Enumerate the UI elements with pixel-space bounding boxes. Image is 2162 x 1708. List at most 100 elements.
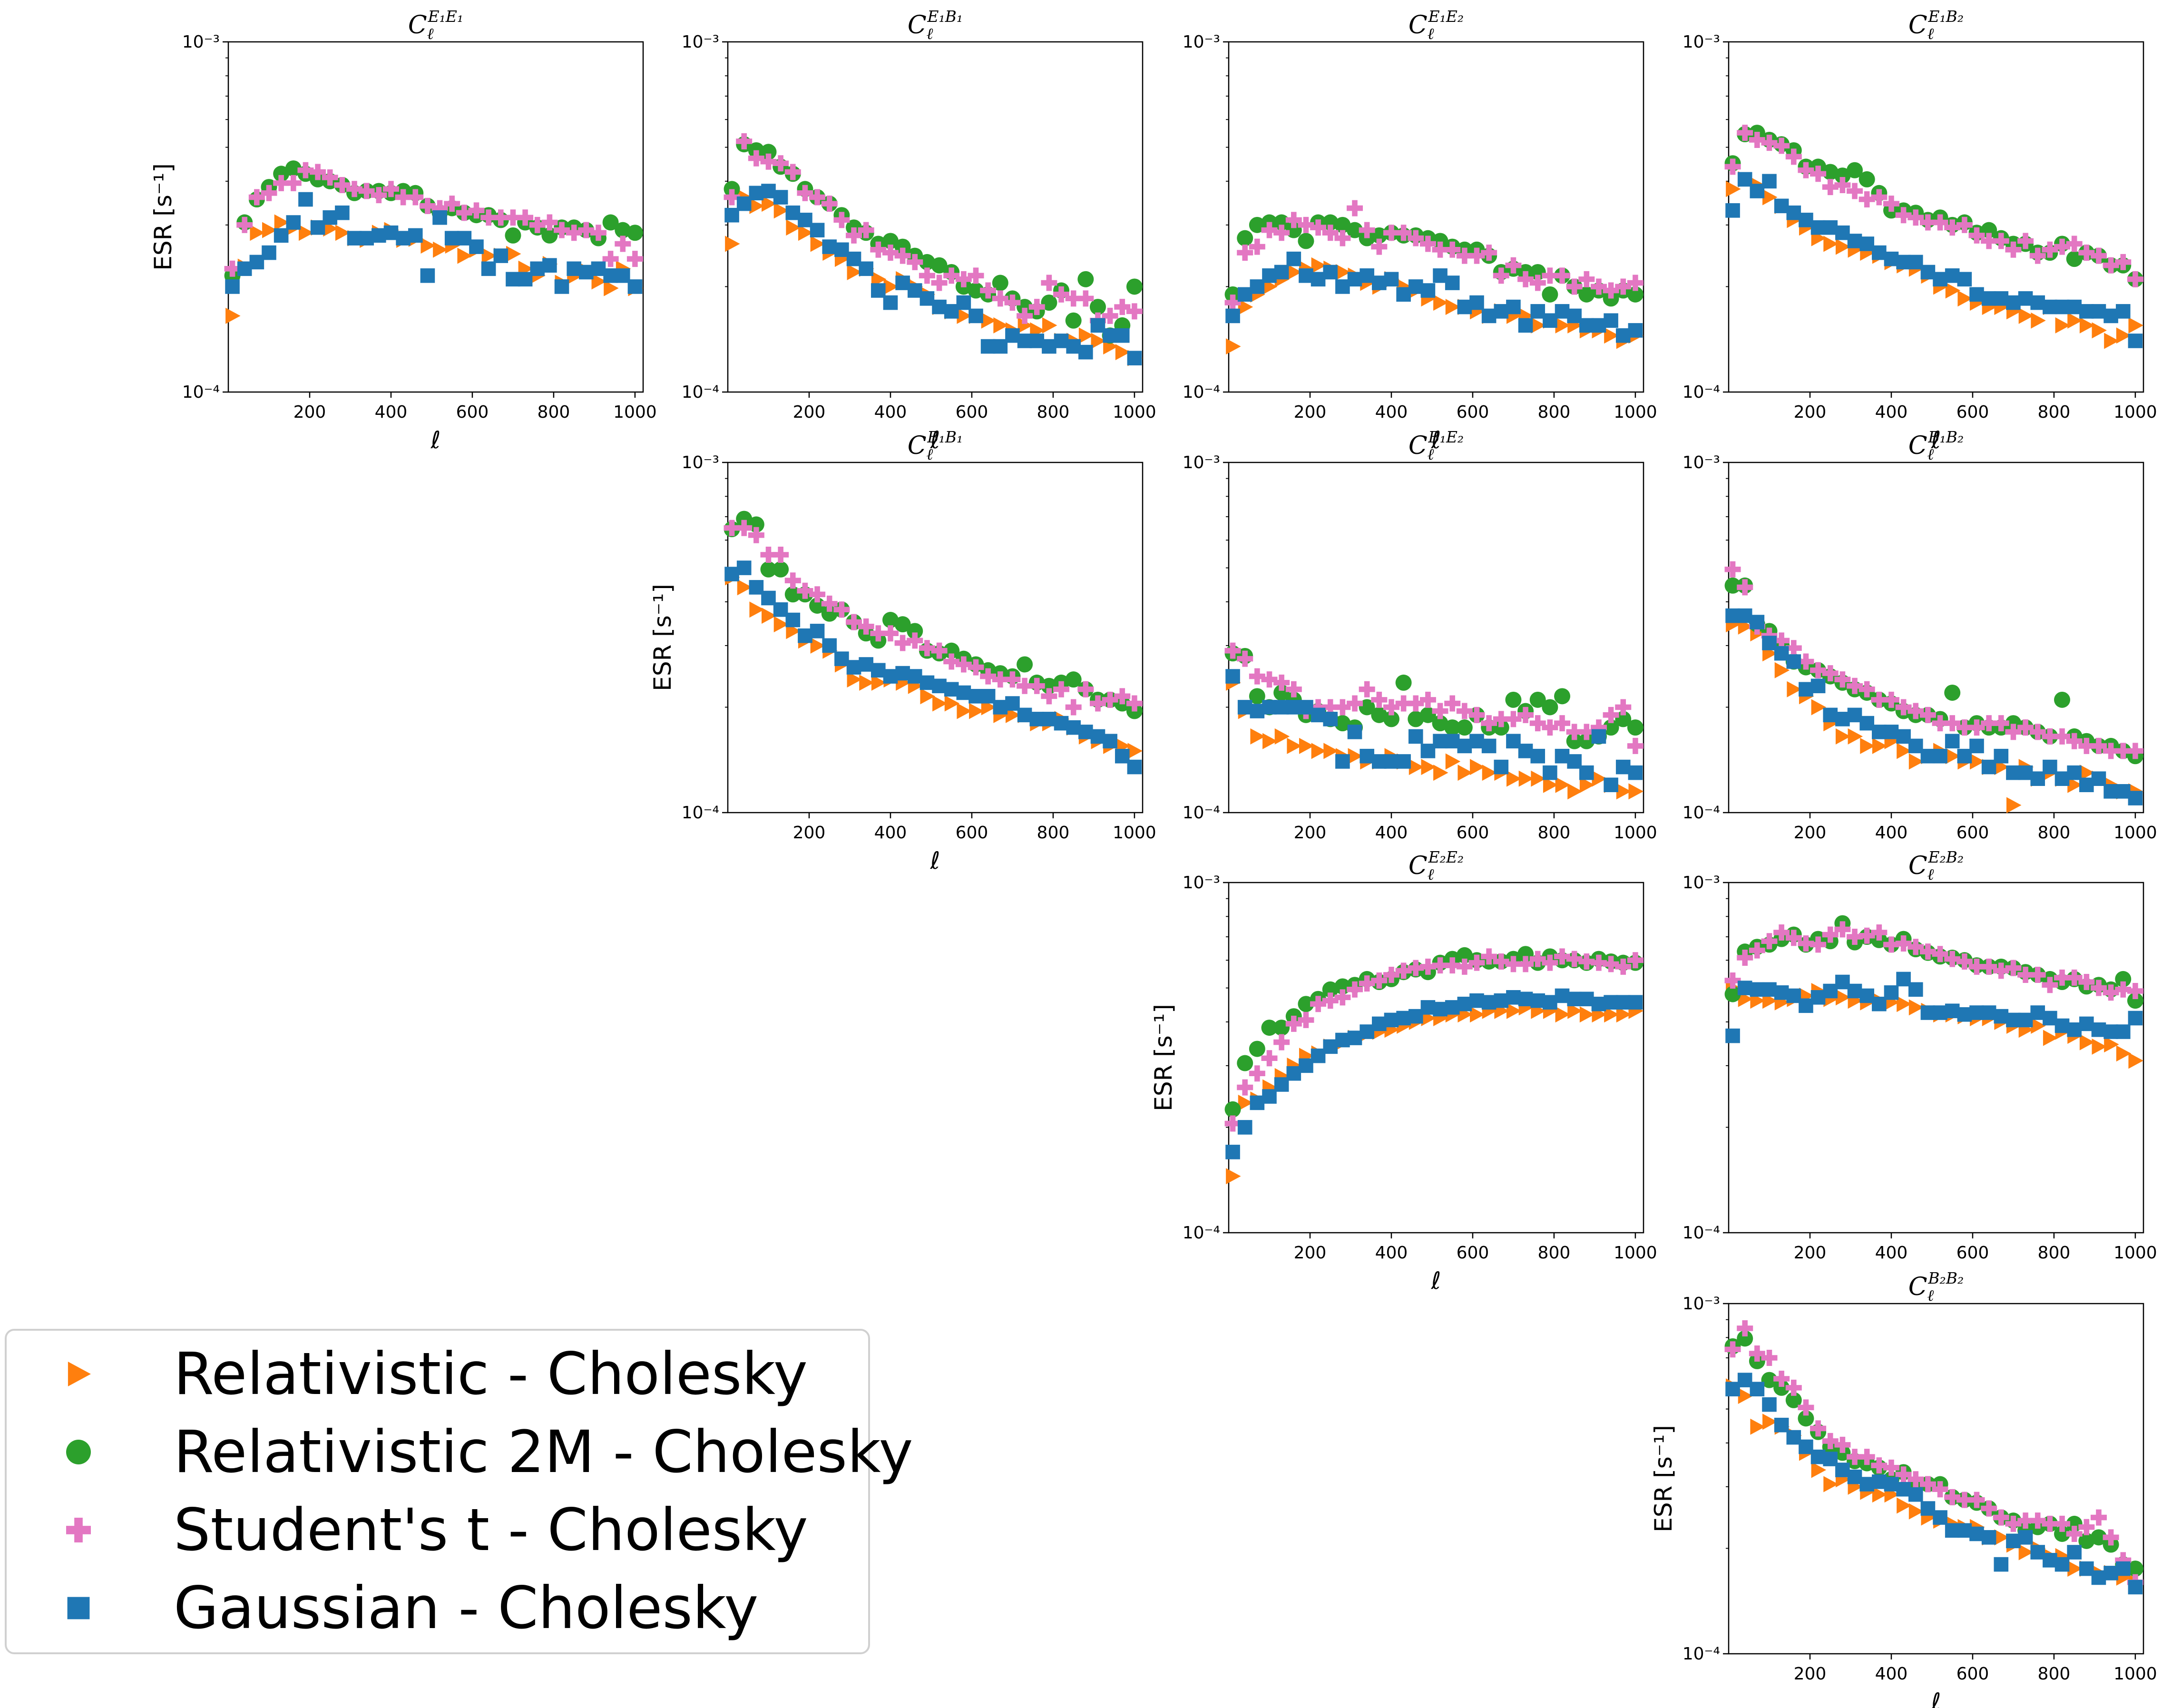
data-point-relativistic-2m-cholesky	[1627, 719, 1644, 736]
data-point-gaussian-cholesky	[627, 279, 643, 294]
data-point-student-s-t-cholesky	[2066, 236, 2083, 252]
data-point-gaussian-cholesky	[1469, 295, 1484, 310]
data-point-gaussian-cholesky	[1506, 990, 1521, 1005]
x-tick-label: 600	[1957, 1243, 1989, 1263]
data-point-gaussian-cholesky	[1360, 748, 1374, 764]
data-point-gaussian-cholesky	[1579, 765, 1594, 780]
data-point-student-s-t-cholesky	[1834, 921, 1851, 938]
data-point-gaussian-cholesky	[1737, 608, 1752, 623]
data-point-student-s-t-cholesky	[1908, 1471, 1924, 1488]
data-point-gaussian-cholesky	[1591, 996, 1606, 1011]
data-point-student-s-t-cholesky	[894, 635, 911, 651]
data-point-relativistic-2m-cholesky	[1347, 222, 1363, 238]
data-point-student-s-t-cholesky	[1322, 225, 1339, 241]
data-point-relativistic-cholesky	[2079, 765, 2095, 781]
data-point-gaussian-cholesky	[2043, 1011, 2057, 1026]
legend-item-student-s-t-cholesky: Student's t - Cholesky	[66, 1496, 808, 1564]
data-point-student-s-t-cholesky	[2017, 967, 2034, 983]
data-point-gaussian-cholesky	[1017, 707, 1032, 723]
data-point-gaussian-cholesky	[1945, 268, 1960, 283]
x-tick-label: 1000	[613, 402, 657, 422]
data-point-student-s-t-cholesky	[1968, 719, 1985, 736]
data-point-relativistic-cholesky	[1762, 189, 1778, 206]
series-gaussian-cholesky	[1725, 972, 2143, 1043]
data-point-gaussian-cholesky	[1750, 1382, 1765, 1396]
x-tick-label: 800	[2038, 1243, 2071, 1263]
panel-e-e-7: 200 400 600 800 1000 10⁻⁴ 10⁻³ CℓE₂E₂ ℓ ESR [s⁻¹]	[1150, 848, 1657, 1295]
x-tick-label: 600	[1457, 402, 1489, 422]
data-point-student-s-t-cholesky	[1224, 294, 1241, 311]
series-student-s-t-cholesky	[724, 520, 1143, 716]
data-point-gaussian-cholesky	[2115, 1561, 2131, 1576]
data-point-gaussian-cholesky	[1005, 696, 1020, 711]
x-tick-label: 800	[1538, 1243, 1571, 1263]
data-point-relativistic-2m-cholesky	[760, 561, 777, 578]
data-point-gaussian-cholesky	[1835, 974, 1850, 990]
data-point-relativistic-cholesky	[981, 312, 997, 329]
x-tick-label: 1000	[2113, 402, 2157, 422]
data-point-relativistic-2m-cholesky	[1273, 1020, 1290, 1036]
data-point-gaussian-cholesky	[980, 339, 996, 354]
data-point-gaussian-cholesky	[1604, 313, 1618, 328]
data-point-gaussian-cholesky	[1543, 765, 1557, 780]
series-gaussian-cholesky	[1225, 988, 1643, 1159]
data-point-gaussian-cholesky	[1420, 744, 1436, 758]
data-point-relativistic-2m-cholesky	[1249, 216, 1265, 233]
data-point-student-s-t-cholesky	[1627, 275, 1644, 291]
data-point-student-s-t-cholesky	[1749, 942, 1765, 959]
data-point-student-s-t-cholesky	[1993, 715, 2009, 732]
series-gaussian-cholesky	[724, 560, 1142, 775]
data-point-relativistic-cholesky	[1127, 743, 1143, 759]
data-point-student-s-t-cholesky	[748, 150, 764, 167]
panel-b-b-9: 200 400 600 800 1000 10⁻⁴ 10⁻³ CℓB₂B₂ ℓ ESR [s⁻¹]	[1650, 1269, 2157, 1708]
data-point-student-s-t-cholesky	[1590, 719, 1607, 736]
data-point-gaussian-cholesky	[1859, 1477, 1874, 1492]
data-point-student-s-t-cholesky	[1627, 952, 1644, 969]
data-point-gaussian-cholesky	[2030, 295, 2045, 310]
x-tick-label: 800	[1538, 402, 1571, 422]
data-point-gaussian-cholesky	[1543, 995, 1557, 1010]
data-point-relativistic-cholesky	[1226, 338, 1241, 355]
data-point-student-s-t-cholesky	[492, 209, 509, 226]
data-point-student-s-t-cholesky	[992, 290, 1008, 307]
data-point-gaussian-cholesky	[2043, 299, 2057, 314]
data-point-relativistic-2m-cholesky	[2078, 1532, 2095, 1549]
data-point-gaussian-cholesky	[883, 669, 898, 684]
data-point-student-s-t-cholesky	[1089, 695, 1106, 712]
x-tick-label: 1000	[1614, 402, 1657, 422]
data-point-relativistic-2m-cholesky	[2127, 992, 2143, 1009]
data-point-relativistic-2m-cholesky	[821, 605, 838, 622]
data-point-gaussian-cholesky	[1896, 1482, 1911, 1497]
data-point-student-s-t-cholesky	[1554, 948, 1571, 965]
data-point-relativistic-2m-cholesky	[2115, 971, 2132, 987]
data-point-student-s-t-cholesky	[2017, 1512, 2034, 1529]
data-point-relativistic-cholesky	[762, 196, 777, 212]
panel-title: CℓE₁B₁	[908, 7, 963, 43]
data-point-relativistic-2m-cholesky	[1408, 711, 1424, 727]
data-point-gaussian-cholesky	[2115, 784, 2131, 799]
data-point-gaussian-cholesky	[1078, 344, 1093, 360]
data-point-gaussian-cholesky	[846, 251, 861, 266]
data-point-student-s-t-cholesky	[1908, 939, 1924, 955]
data-point-relativistic-cholesky	[2116, 1045, 2132, 1062]
data-point-gaussian-cholesky	[1408, 279, 1423, 294]
data-point-relativistic-cholesky	[810, 236, 826, 252]
data-point-student-s-t-cholesky	[1773, 137, 1790, 154]
data-point-gaussian-cholesky	[1029, 334, 1045, 348]
data-point-student-s-t-cholesky	[1810, 166, 1827, 182]
data-point-student-s-t-cholesky	[1932, 715, 1948, 732]
data-point-student-s-t-cholesky	[1334, 989, 1351, 1006]
data-point-gaussian-cholesky	[1506, 299, 1521, 314]
data-point-student-s-t-cholesky	[1968, 958, 1985, 975]
data-point-relativistic-cholesky	[957, 307, 972, 324]
data-point-relativistic-2m-cholesky	[1395, 674, 1412, 691]
data-point-gaussian-cholesky	[1115, 328, 1130, 343]
data-point-gaussian-cholesky	[1029, 712, 1045, 726]
data-point-relativistic-2m-cholesky	[1542, 286, 1558, 303]
data-point-relativistic-cholesky	[1616, 1006, 1632, 1023]
data-point-gaussian-cholesky	[1896, 729, 1911, 744]
data-point-gaussian-cholesky	[1555, 988, 1570, 1003]
data-point-gaussian-cholesky	[1396, 1011, 1411, 1026]
data-point-relativistic-cholesky	[1726, 181, 1741, 197]
